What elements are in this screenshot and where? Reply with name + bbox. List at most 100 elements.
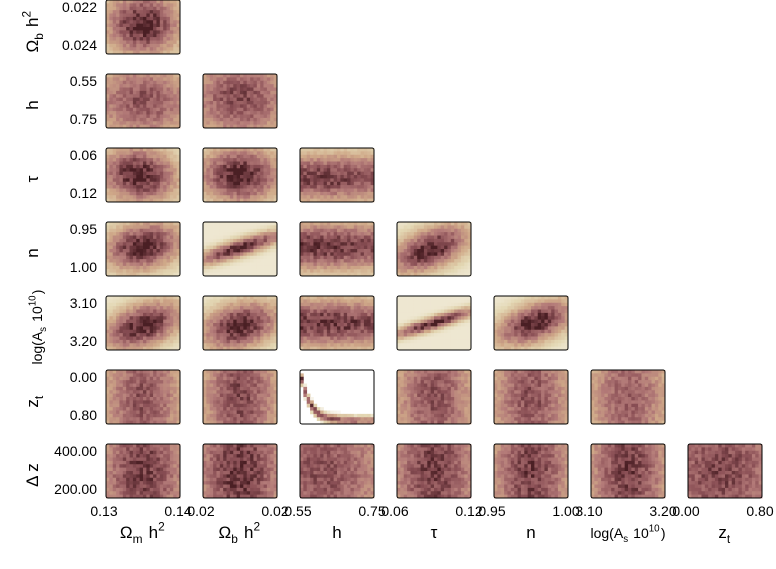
density-cell (323, 319, 328, 324)
density-cell (337, 175, 341, 179)
density-cell (229, 316, 234, 320)
density-cell (129, 259, 134, 263)
density-cell (300, 296, 304, 300)
density-cell (139, 94, 144, 98)
density-cell (260, 164, 264, 169)
density-cell (467, 312, 472, 317)
density-cell (243, 299, 248, 304)
density-cell (520, 299, 525, 304)
density-cell (323, 312, 328, 317)
density-cell (256, 164, 261, 169)
density-cell (303, 262, 308, 267)
density-cell (303, 164, 308, 169)
density-cell (253, 326, 258, 331)
density-cell (253, 225, 258, 230)
density-cell (430, 319, 435, 324)
density-cell (240, 255, 244, 260)
density-cell (457, 259, 462, 263)
density-cell (143, 329, 147, 334)
density-cell (347, 336, 351, 341)
density-cell (246, 195, 251, 199)
density-cell (166, 245, 171, 250)
density-cell (213, 104, 217, 109)
density-cell (126, 339, 130, 344)
density-cell (116, 336, 120, 341)
density-cell (166, 259, 171, 263)
density-cell (122, 151, 127, 156)
density-cell (510, 296, 515, 300)
density-cell (169, 319, 174, 324)
density-cell (357, 259, 361, 263)
density-cell (303, 195, 308, 199)
density-cell (306, 151, 311, 156)
density-cell (206, 242, 211, 246)
density-cell (169, 191, 174, 196)
density-cell (109, 33, 114, 38)
density-cell (407, 319, 411, 324)
density-cell (229, 222, 234, 226)
density-cell (363, 191, 368, 196)
density-cell (246, 302, 251, 307)
density-cell (153, 175, 157, 179)
density-cell (357, 161, 361, 166)
density-cell (413, 232, 418, 236)
density-cell (126, 333, 130, 337)
density-cell (109, 296, 114, 300)
density-cell (410, 346, 415, 351)
density-cell (129, 346, 134, 351)
density-cell (153, 316, 157, 320)
density-cell (541, 299, 545, 304)
density-cell (173, 107, 177, 112)
density-cell (250, 259, 254, 263)
density-cell (427, 242, 431, 246)
density-cell (403, 228, 408, 233)
density-cell (450, 312, 455, 317)
density-cell (149, 37, 154, 41)
density-cell (320, 262, 324, 267)
density-cell (397, 235, 401, 240)
density-cell (427, 235, 431, 240)
density-cell (126, 94, 130, 98)
density-cell (340, 238, 345, 243)
density-cell (303, 148, 308, 152)
density-cell (310, 272, 314, 277)
density-cell (203, 259, 207, 263)
density-cell (219, 319, 224, 324)
density-cell (313, 346, 318, 351)
density-cell (129, 47, 134, 51)
density-cell (343, 171, 348, 176)
density-cell (136, 242, 140, 246)
density-cell (209, 232, 214, 236)
density-cell (343, 329, 348, 334)
density-cell (333, 269, 338, 273)
density-cell (270, 343, 274, 347)
density-cell (246, 87, 251, 92)
density-cell (240, 329, 244, 334)
density-cell (129, 228, 134, 233)
density-cell (206, 90, 211, 95)
density-cell (270, 185, 274, 189)
density-cell (176, 3, 181, 8)
density-cell (156, 30, 161, 35)
density-cell (243, 255, 248, 260)
density-cell (266, 121, 271, 125)
density-cell (410, 235, 415, 240)
density-cell (240, 262, 244, 267)
density-cell (146, 343, 151, 347)
density-cell (129, 114, 134, 119)
density-cell (423, 262, 428, 267)
density-cell (330, 302, 334, 307)
density-cell (156, 23, 161, 28)
density-cell (350, 168, 355, 172)
density-cell (353, 185, 358, 189)
density-cell (233, 107, 237, 112)
density-cell (173, 249, 177, 253)
density-cell (320, 185, 324, 189)
density-cell (260, 302, 264, 307)
density-cell (143, 175, 147, 179)
density-cell (263, 333, 268, 337)
density-cell (116, 175, 120, 179)
density-cell (347, 259, 351, 263)
density-cell (223, 114, 227, 119)
density-cell (159, 23, 164, 28)
